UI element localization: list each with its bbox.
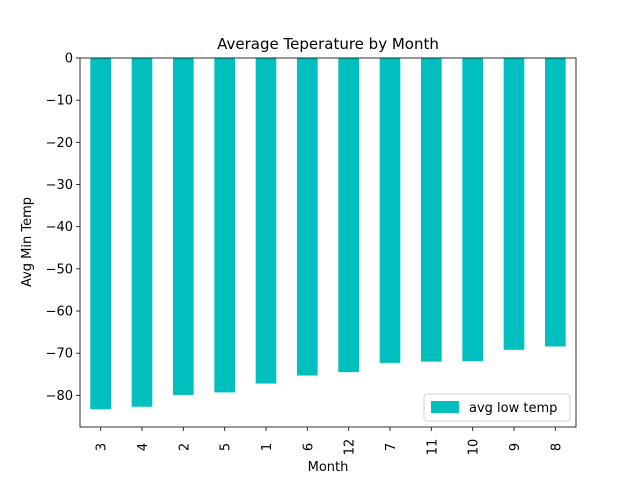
- y-tick-label: −40: [46, 220, 73, 235]
- x-axis-ticks: 3 4 2 5 1 6 12 7 11 10 9 8: [95, 427, 564, 456]
- legend-swatch: [431, 401, 459, 413]
- x-tick-label: 9: [508, 443, 523, 451]
- bar-month-8: [545, 58, 566, 347]
- x-tick-label: 3: [95, 443, 110, 451]
- x-tick-label: 6: [301, 443, 316, 451]
- bar-month-9: [503, 58, 525, 350]
- legend-frame: [423, 393, 571, 422]
- x-tick-label: 8: [549, 443, 564, 451]
- y-tick-label: −50: [46, 262, 73, 277]
- y-tick-label: −80: [46, 389, 73, 404]
- x-tick-label: 11: [425, 439, 440, 456]
- x-tick-label: 7: [384, 443, 399, 451]
- chart-title: Average Teperature by Month: [217, 35, 439, 53]
- legend: avg low temp: [423, 393, 571, 422]
- x-tick-label: 2: [177, 443, 192, 451]
- bar-month-5: [214, 58, 235, 393]
- bar-month-10: [462, 58, 483, 362]
- x-tick-label: 1: [260, 443, 275, 451]
- bar-month-3: [90, 58, 111, 410]
- bar-month-2: [173, 58, 194, 395]
- y-tick-label: −10: [46, 94, 73, 109]
- x-tick-label: 4: [136, 443, 151, 451]
- y-tick-label: −30: [46, 178, 73, 193]
- x-tick-label: 5: [219, 443, 234, 451]
- bar-month-4: [131, 58, 153, 407]
- y-tick-label: −60: [46, 305, 73, 320]
- x-tick-label: 12: [343, 439, 358, 456]
- x-axis-label: Month: [308, 460, 349, 475]
- bar-month-6: [297, 58, 318, 376]
- bar-month-12: [338, 58, 359, 373]
- bar-month-7: [379, 58, 401, 363]
- bar-month-1: [255, 58, 277, 384]
- legend-entry: avg low temp: [469, 401, 557, 416]
- y-tick-label: −70: [46, 347, 73, 362]
- y-tick-label: −20: [46, 136, 73, 151]
- bars-group: [90, 58, 566, 410]
- y-axis-ticks: 0 −10 −20 −30 −40 −50 −60 −70 −80: [46, 52, 80, 404]
- y-axis-label: Avg Min Temp: [20, 197, 35, 287]
- plot-area-frame: [79, 57, 577, 428]
- y-tick-label: 0: [65, 52, 73, 67]
- x-tick-label: 10: [467, 439, 482, 456]
- bar-month-11: [421, 58, 442, 362]
